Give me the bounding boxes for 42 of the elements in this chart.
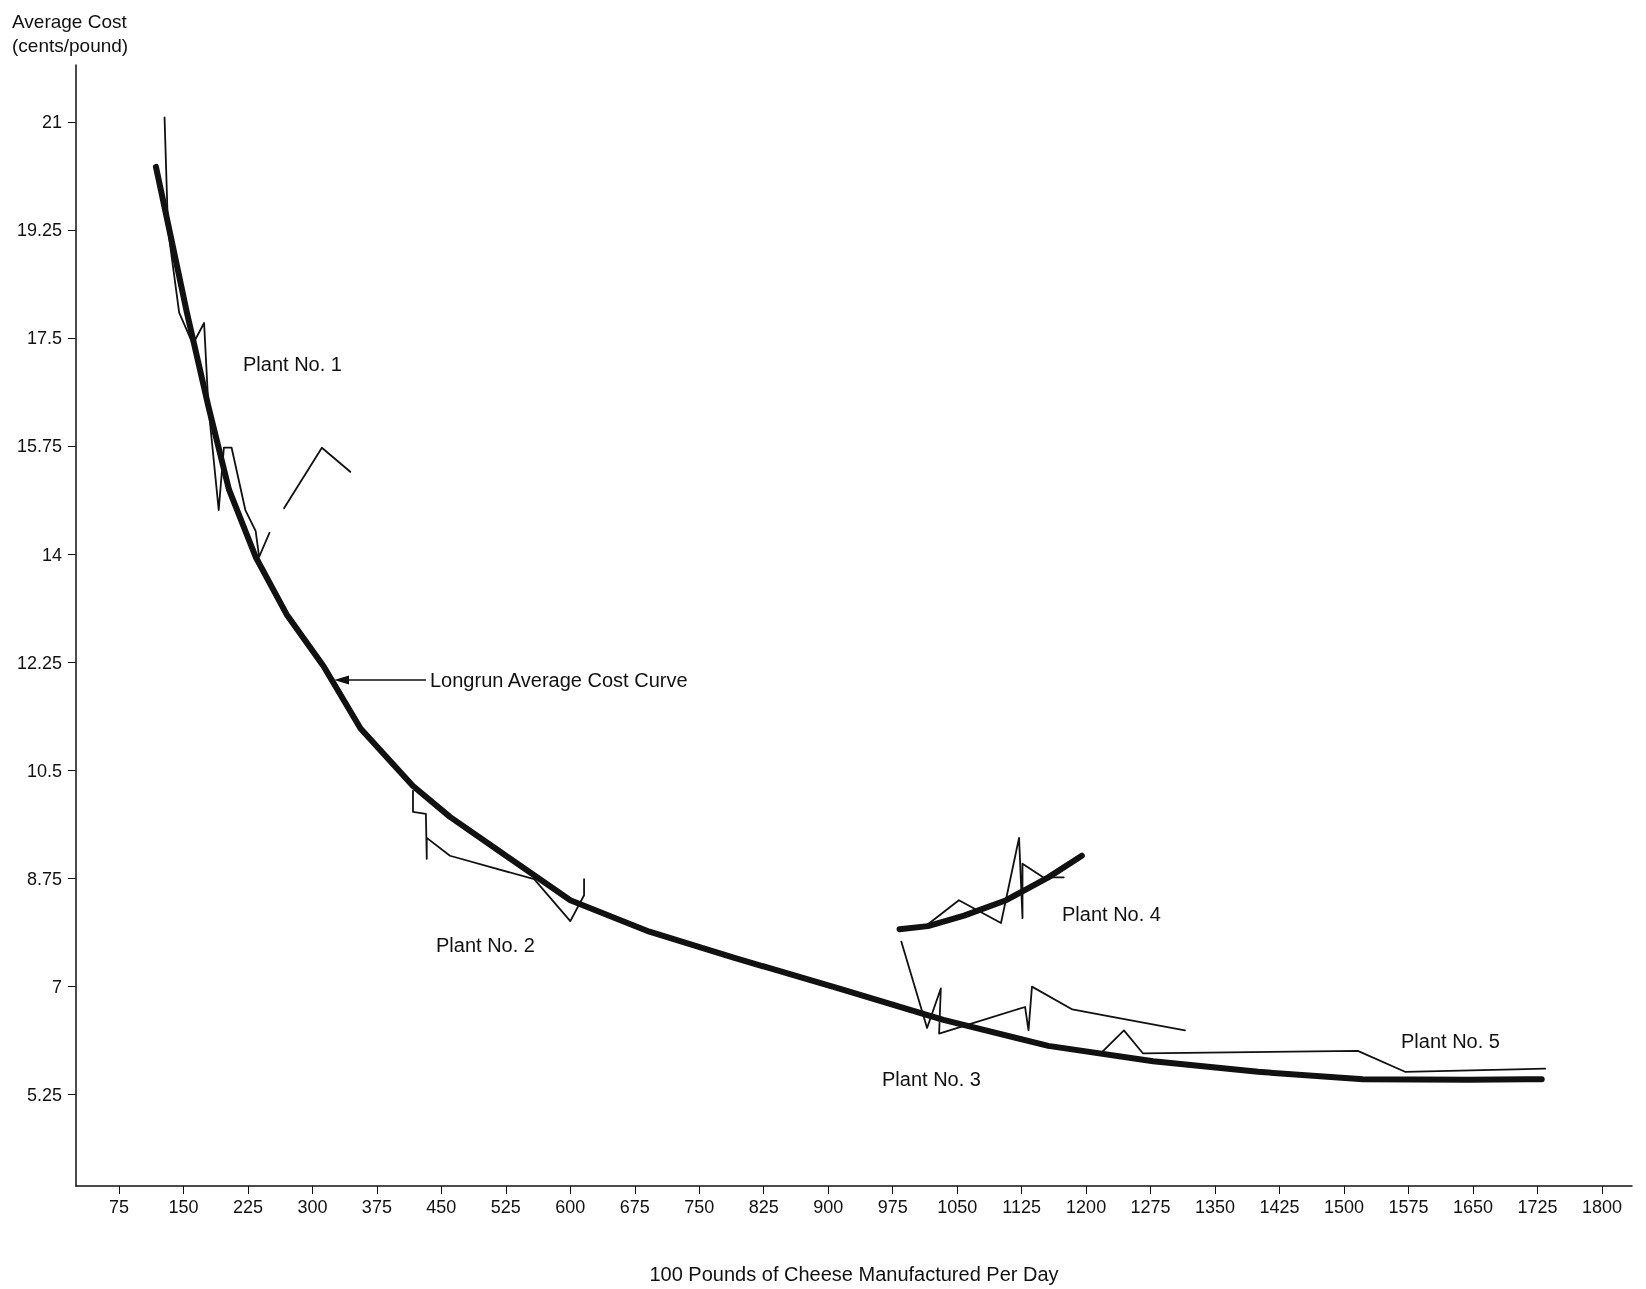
- x-tick-label: 75: [108, 1197, 129, 1217]
- y-tick-label: 21: [41, 112, 62, 133]
- y-tick-label: 8.75: [26, 868, 62, 889]
- y-tick-label: 15.75: [16, 436, 62, 457]
- annotation: Longrun Average Cost Curve: [430, 669, 688, 691]
- x-tick-label: 1350: [1195, 1197, 1236, 1217]
- x-tick-label: 1575: [1388, 1197, 1429, 1217]
- x-tick-label: 825: [748, 1197, 779, 1217]
- x-tick-label: 525: [490, 1197, 521, 1217]
- annotation: Plant No. 5: [1401, 1030, 1500, 1052]
- x-tick-label: 750: [684, 1197, 715, 1217]
- x-tick-label: 150: [168, 1197, 199, 1217]
- y-tick-label: 17.5: [26, 328, 62, 349]
- x-tick-label: 1200: [1066, 1197, 1107, 1217]
- x-tick-label: 300: [297, 1197, 328, 1217]
- x-tick-label: 375: [361, 1197, 392, 1217]
- y-tick-label: 19.25: [16, 220, 62, 241]
- x-tick-label: 900: [813, 1197, 844, 1217]
- x-tick-label: 450: [426, 1197, 457, 1217]
- x-tick-label: 1275: [1130, 1197, 1171, 1217]
- x-tick-label: 1725: [1517, 1197, 1558, 1217]
- annotation: Plant No. 4: [1062, 903, 1161, 925]
- x-tick-label: 1500: [1323, 1197, 1365, 1217]
- y-tick-label: 7: [51, 976, 62, 997]
- y-axis-title: Average Cost (cents/pound): [12, 10, 129, 56]
- annotation: Plant No. 1: [243, 353, 342, 375]
- x-tick-label: 1800: [1581, 1197, 1622, 1217]
- x-tick-label: 600: [555, 1197, 586, 1217]
- x-axis-title: 100 Pounds of Cheese Manufactured Per Day: [649, 1263, 1059, 1285]
- x-tick-label: 675: [619, 1197, 650, 1217]
- x-tick-label: 225: [232, 1197, 263, 1217]
- y-tick-label: 12.25: [16, 652, 62, 673]
- x-tick-label: 1425: [1259, 1197, 1300, 1217]
- x-tick-label: 975: [877, 1197, 908, 1217]
- x-tick-label: 1050: [937, 1197, 978, 1217]
- y-tick-label: 14: [41, 544, 62, 565]
- x-tick-label: 1650: [1452, 1197, 1493, 1217]
- annotation: Plant No. 3: [882, 1068, 981, 1090]
- annotation: Plant No. 2: [436, 934, 535, 956]
- x-tick-label: 1125: [1002, 1197, 1041, 1217]
- y-tick-label: 10.5: [26, 760, 62, 781]
- y-tick-label: 5.25: [26, 1084, 62, 1105]
